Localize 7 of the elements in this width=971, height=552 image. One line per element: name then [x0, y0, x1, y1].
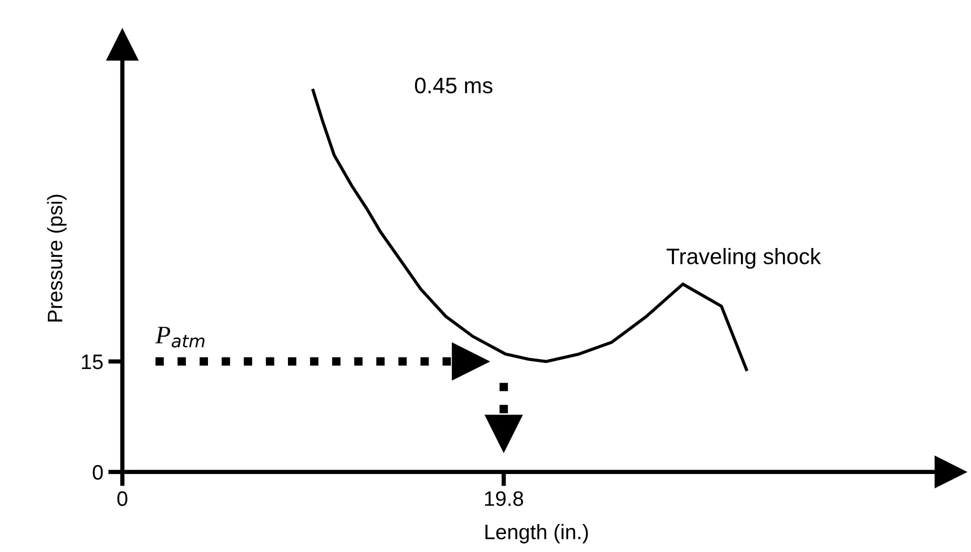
- annotation: Traveling shock: [666, 248, 821, 269]
- y-axis-title: Pressure (psi): [47, 194, 67, 322]
- annotation: 0.45 ms: [415, 78, 492, 94]
- x-axis-title: Length (in.): [486, 524, 588, 544]
- y-tick-label: 15: [82, 354, 103, 370]
- ref-line-label: P$_{atm}$: [155, 326, 204, 348]
- x-tick-label: 19.8: [485, 491, 524, 506]
